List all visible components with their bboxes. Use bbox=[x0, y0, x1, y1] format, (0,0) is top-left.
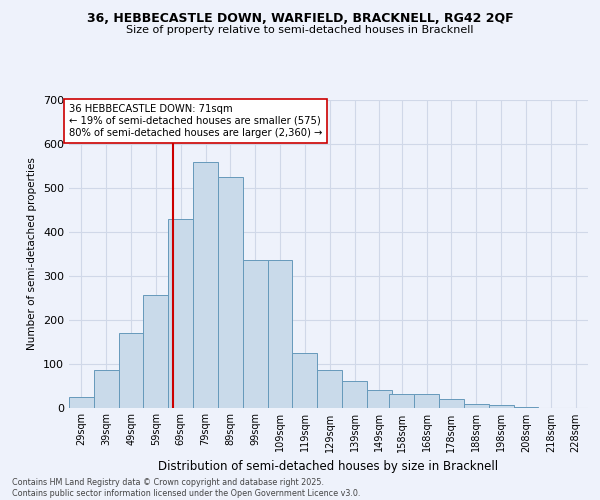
X-axis label: Distribution of semi-detached houses by size in Bracknell: Distribution of semi-detached houses by … bbox=[158, 460, 499, 473]
Bar bbox=[243, 260, 268, 408]
Bar bbox=[488, 406, 514, 407]
Bar bbox=[514, 406, 538, 408]
Bar bbox=[292, 352, 317, 408]
Text: Size of property relative to semi-detached houses in Bracknell: Size of property relative to semi-detach… bbox=[126, 25, 474, 35]
Bar bbox=[389, 394, 414, 407]
Bar bbox=[439, 398, 464, 407]
Bar bbox=[367, 390, 392, 407]
Bar bbox=[218, 177, 243, 408]
Bar bbox=[317, 370, 342, 408]
Bar bbox=[69, 396, 94, 407]
Text: Contains HM Land Registry data © Crown copyright and database right 2025.
Contai: Contains HM Land Registry data © Crown c… bbox=[12, 478, 361, 498]
Bar bbox=[342, 381, 367, 407]
Bar bbox=[414, 394, 439, 407]
Bar bbox=[119, 333, 143, 407]
Bar bbox=[268, 260, 292, 408]
Bar bbox=[193, 162, 218, 408]
Bar bbox=[464, 404, 488, 407]
Bar bbox=[94, 370, 119, 408]
Text: 36 HEBBECASTLE DOWN: 71sqm
← 19% of semi-detached houses are smaller (575)
80% o: 36 HEBBECASTLE DOWN: 71sqm ← 19% of semi… bbox=[69, 104, 322, 138]
Bar bbox=[143, 296, 169, 408]
Y-axis label: Number of semi-detached properties: Number of semi-detached properties bbox=[28, 158, 37, 350]
Text: 36, HEBBECASTLE DOWN, WARFIELD, BRACKNELL, RG42 2QF: 36, HEBBECASTLE DOWN, WARFIELD, BRACKNEL… bbox=[86, 12, 514, 26]
Bar bbox=[169, 218, 193, 408]
